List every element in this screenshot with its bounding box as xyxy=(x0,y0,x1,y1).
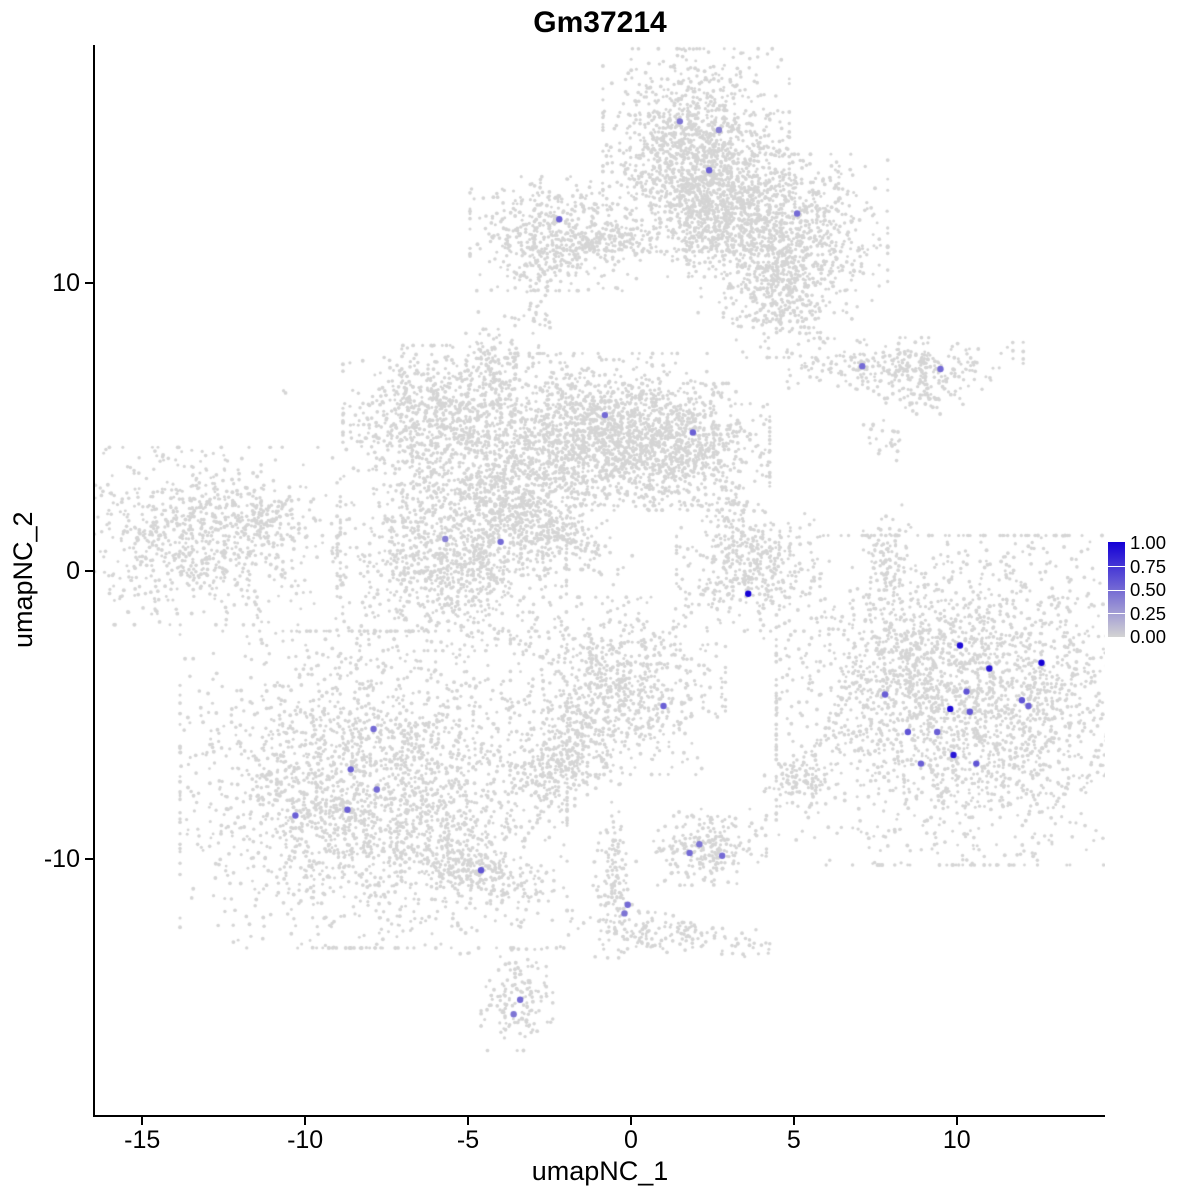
x-tick-mark xyxy=(467,1117,470,1125)
legend-tick-mark xyxy=(1108,565,1125,567)
legend-gradient-bar xyxy=(1108,542,1125,637)
scatter-canvas xyxy=(95,45,1105,1115)
y-tick-mark xyxy=(85,857,93,860)
y-tick-mark xyxy=(85,281,93,284)
plot-title: Gm37214 xyxy=(533,6,667,39)
x-tick-mark xyxy=(955,1117,958,1125)
legend-label: 1.00 xyxy=(1130,532,1167,553)
x-tick-mark xyxy=(792,1117,795,1125)
legend-label: 0.50 xyxy=(1130,579,1167,600)
x-tick-label: 5 xyxy=(786,1126,801,1154)
legend-tick-mark xyxy=(1108,613,1125,615)
x-tick-label: -5 xyxy=(456,1126,480,1154)
y-tick-label: 0 xyxy=(66,556,80,585)
y-tick-label: -10 xyxy=(43,844,80,873)
axis-lines xyxy=(93,45,1105,1117)
x-tick-label: 10 xyxy=(942,1126,971,1154)
legend-tick-mark xyxy=(1108,589,1125,591)
legend-label: 0.00 xyxy=(1130,626,1167,647)
x-tick-label: -15 xyxy=(124,1126,161,1154)
y-tick-mark xyxy=(85,569,93,572)
color-legend: 1.00 0.75 0.50 0.25 0.00 xyxy=(1108,533,1166,646)
x-tick-mark xyxy=(629,1117,632,1125)
y-tick-label: 10 xyxy=(52,268,80,297)
x-tick-label: -10 xyxy=(287,1126,324,1154)
legend-labels: 1.00 0.75 0.50 0.25 0.00 xyxy=(1130,533,1166,646)
x-tick-mark xyxy=(304,1117,307,1125)
legend-label: 0.25 xyxy=(1130,602,1167,624)
legend-label: 0.75 xyxy=(1130,555,1167,577)
x-tick-label: 0 xyxy=(623,1126,638,1154)
x-tick-mark xyxy=(141,1117,144,1125)
x-axis-title: umapNC_1 xyxy=(531,1156,669,1186)
